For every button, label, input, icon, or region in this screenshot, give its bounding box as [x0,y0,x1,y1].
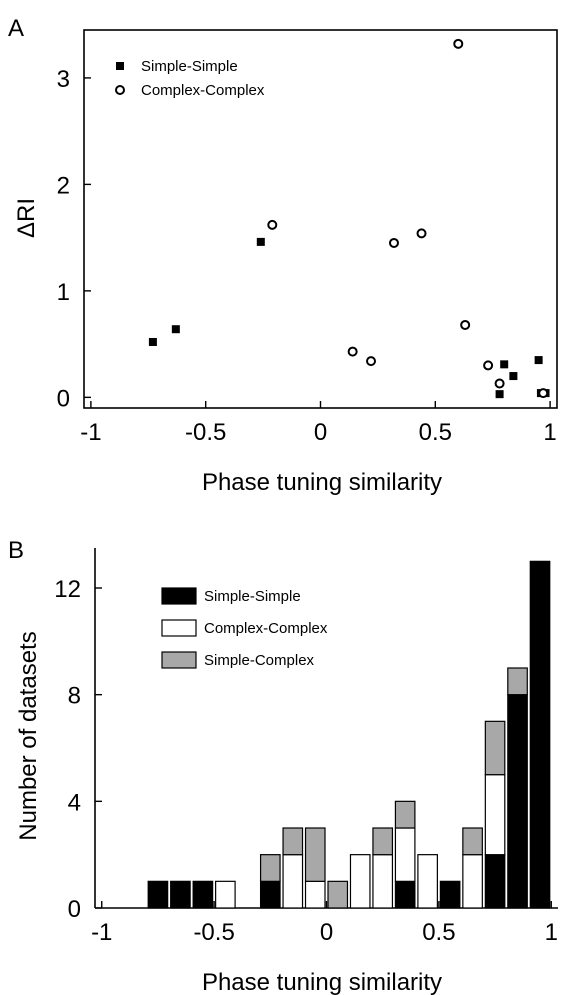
panel-a-letter: A [8,15,24,42]
simple-complex-bar [327,880,349,909]
complex-complex-point [347,346,358,357]
panel-a-points [148,38,550,399]
panel-a-x-tick-label: 1 [543,419,556,446]
simple-simple-point [495,390,504,399]
panel-a-y-tick-label: 1 [57,279,70,306]
complex-complex-point [483,360,494,371]
complex-complex-bar [304,880,326,909]
simple-simple-point [509,372,518,381]
panel-b-x-tick-label: 0 [320,919,333,946]
panel-b-bars [147,560,551,909]
complex-complex-bar [372,854,394,909]
simple-complex-legend-swatch [161,651,197,669]
simple-complex-bar [282,827,304,856]
complex-complex-bar [484,774,506,856]
panel-a-y-tick-label: 0 [57,385,70,412]
complex-complex-bar [282,854,304,909]
panel-b-legend: Simple-Simple Complex-Complex Simple-Compl… [161,587,328,669]
simple-complex-bar [304,827,326,882]
panel-a-y-tick-label: 2 [57,172,70,199]
simple-simple-bar [192,880,214,909]
simple-simple-point [500,360,509,369]
panel-a-y-axis-title: ΔRI [13,198,40,238]
complex-complex-bar [215,880,236,909]
panel-b-y-tick-label: 0 [68,896,81,923]
complex-complex-legend-marker [115,85,125,95]
complex-complex-point [538,388,549,399]
complex-complex-point [453,38,464,49]
simple-simple-bar [259,880,281,909]
panel-b-histogram: B Phase tuning similarity Number of data… [8,537,558,995]
complex-complex-bar [349,854,371,909]
simple-simple-legend-label: Simple-Simple [204,588,301,605]
simple-complex-bar [484,720,506,776]
simple-complex-bar [259,854,281,882]
complex-complex-bar [462,854,483,909]
simple-simple-point [534,356,543,365]
panel-a-x-tick-label: -0.5 [185,419,226,446]
panel-a-scatter: A Phase tuning similarity ΔRI -1 -0.5 0 0.5… [8,15,558,496]
panel-b-x-tick-label: -1 [91,919,112,946]
complex-complex-legend-label: Complex-Complex [204,620,328,637]
panel-b-y-tick-label: 4 [68,789,81,816]
simple-simple-point [148,337,157,346]
panel-b-y-axis-title: Number of datasets [15,631,42,840]
panel-a-x-tick-label: 0.5 [419,419,452,446]
simple-simple-point [256,237,265,246]
panel-b-letter: B [8,537,24,564]
panel-a-legend: Simple-Simple Complex-Complex [115,58,265,99]
complex-complex-bar [417,854,438,909]
panel-b-y-tick-label: 8 [68,683,81,710]
complex-complex-point [388,237,399,248]
panel-a-y-tick-label: 3 [57,66,70,93]
simple-simple-legend-swatch [161,587,197,605]
panel-a-ticks: -1 -0.5 0 0.5 1 0 1 2 3 [57,66,557,446]
complex-complex-legend-label: Complex-Complex [141,82,265,99]
complex-complex-point [267,219,278,230]
simple-complex-bar [372,827,394,856]
complex-complex-point [366,356,377,367]
simple-simple-bar [170,880,191,909]
simple-simple-legend-marker [116,62,124,70]
panel-b-x-tick-label: 1 [545,919,558,946]
simple-complex-bar [507,667,528,696]
simple-complex-bar [394,800,416,829]
simple-simple-bar [484,854,506,909]
simple-simple-bar [507,694,528,909]
complex-complex-point [460,319,471,330]
simple-simple-bar [147,880,169,909]
simple-simple-point [171,325,180,334]
panel-b-x-tick-label: -0.5 [193,919,234,946]
complex-complex-point [416,228,427,239]
panel-a-x-axis-title: Phase tuning similarity [202,469,442,496]
panel-b-y-tick-label: 12 [54,576,81,603]
panel-a-x-tick-label: -1 [80,419,101,446]
complex-complex-point [494,378,505,389]
complex-complex-legend-swatch [161,619,197,637]
simple-simple-legend-label: Simple-Simple [141,58,238,75]
simple-simple-bar [394,880,416,909]
complex-complex-bar [394,827,416,882]
panel-b-x-tick-label: 0.5 [422,919,455,946]
panel-b-x-axis-title: Phase tuning similarity [202,969,442,995]
panel-a-x-tick-label: 0 [314,419,327,446]
panel-b-ticks: -1 -0.5 0 0.5 1 0 4 8 12 [54,576,558,946]
simple-complex-legend-label: Simple-Complex [204,652,315,669]
simple-simple-bar [529,560,551,909]
simple-simple-bar [439,880,461,909]
simple-complex-bar [462,827,483,856]
